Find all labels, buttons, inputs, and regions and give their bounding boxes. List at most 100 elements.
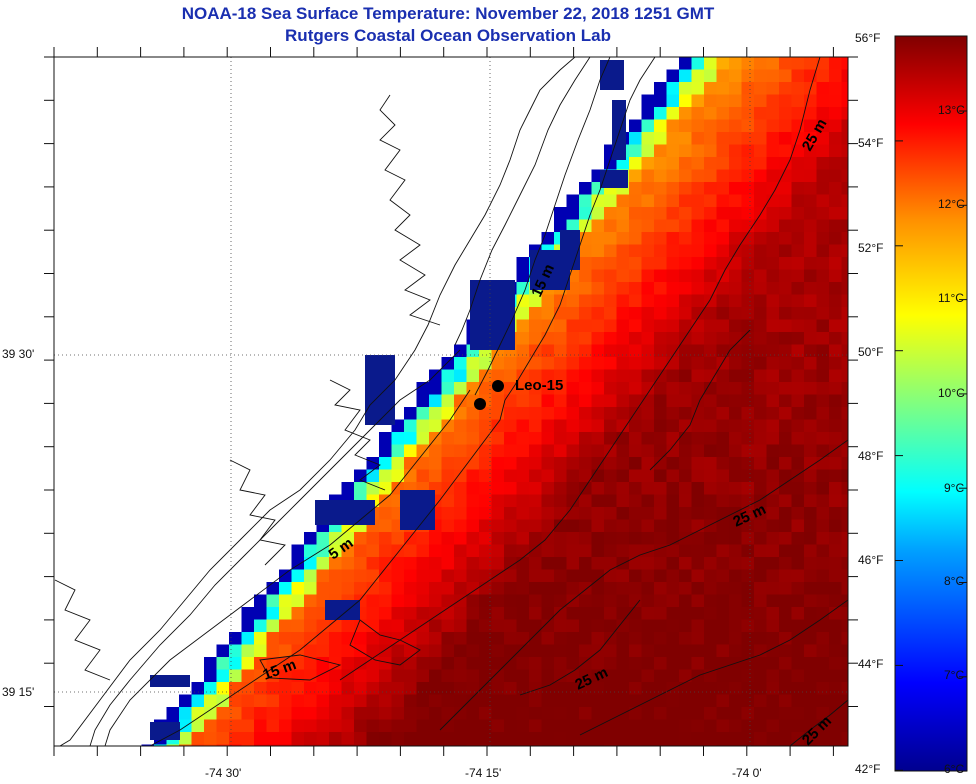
sst-pixel xyxy=(666,419,680,433)
sst-pixel xyxy=(491,694,505,708)
sst-pixel xyxy=(466,432,480,445)
sst-pixel xyxy=(504,682,517,695)
sst-pixel xyxy=(679,657,692,670)
station-marker[interactable] xyxy=(474,398,486,410)
sst-pixel xyxy=(554,344,567,358)
sst-pixel xyxy=(704,482,717,495)
sst-pixel xyxy=(416,744,430,746)
sst-pixel xyxy=(191,682,205,695)
sst-pixel xyxy=(341,619,355,633)
sst-pixel xyxy=(691,257,705,270)
sst-pixel xyxy=(729,532,742,545)
sst-pixel xyxy=(841,732,848,745)
sst-pixel xyxy=(504,657,517,670)
sst-pixel xyxy=(679,382,692,395)
sst-pixel xyxy=(829,444,842,458)
sst-pixel xyxy=(466,582,480,595)
sst-pixel xyxy=(441,557,455,570)
colorbar xyxy=(894,35,968,772)
sst-pixel xyxy=(641,707,655,720)
sst-pixel xyxy=(516,582,530,595)
sst-pixel xyxy=(504,457,517,470)
sst-pixel xyxy=(741,607,755,620)
sst-pixel xyxy=(229,744,242,746)
station-marker[interactable] xyxy=(492,380,504,392)
sst-pixel xyxy=(654,669,667,683)
sst-pixel xyxy=(679,169,692,183)
sst-pixel xyxy=(454,682,467,695)
colorbar-c-label: 11°C xyxy=(938,291,964,305)
cloud-mask xyxy=(470,280,515,350)
sst-pixel xyxy=(554,569,567,583)
sst-pixel xyxy=(841,194,848,208)
sst-pixel xyxy=(741,394,755,408)
sst-pixel xyxy=(441,369,455,383)
sst-pixel xyxy=(516,419,530,433)
sst-pixel xyxy=(554,644,567,658)
sst-pixel xyxy=(716,594,730,608)
sst-pixel xyxy=(591,744,605,746)
sst-pixel xyxy=(804,582,817,595)
sst-pixel xyxy=(666,232,680,245)
sst-pixel xyxy=(816,257,830,270)
sst-pixel xyxy=(641,257,655,270)
sst-pixel xyxy=(691,594,705,608)
sst-pixel xyxy=(616,207,630,220)
sst-pixel xyxy=(479,644,492,658)
sst-pixel xyxy=(754,244,767,258)
sst-pixel xyxy=(266,744,280,746)
sst-pixel xyxy=(654,657,667,670)
sst-pixel xyxy=(604,394,617,408)
sst-pixel xyxy=(629,419,642,433)
sst-pixel xyxy=(841,244,848,258)
sst-pixel xyxy=(541,619,555,633)
sst-pixel xyxy=(816,432,830,445)
sst-pixel xyxy=(579,594,592,608)
sst-pixel xyxy=(641,719,655,733)
sst-pixel xyxy=(404,569,417,583)
sst-pixel xyxy=(466,469,480,483)
sst-pixel xyxy=(741,207,755,220)
colorbar-f-label: 52°F xyxy=(858,241,884,255)
colorbar-c-label: 13°C xyxy=(938,103,965,117)
sst-pixel xyxy=(691,144,705,158)
sst-pixel xyxy=(729,407,742,420)
sst-pixel xyxy=(666,244,680,258)
sst-pixel xyxy=(441,394,455,408)
sst-pixel xyxy=(416,407,430,420)
sst-pixel xyxy=(766,507,780,520)
sst-pixel xyxy=(504,469,517,483)
sst-pixel xyxy=(654,394,667,408)
sst-pixel xyxy=(704,232,717,245)
sst-pixel xyxy=(254,682,267,695)
sst-pixel xyxy=(354,469,367,483)
sst-pixel xyxy=(679,394,692,408)
sst-pixel xyxy=(829,294,842,308)
sst-pixel xyxy=(529,294,542,308)
sst-pixel xyxy=(816,169,830,183)
sst-pixel xyxy=(541,632,555,645)
sst-pixel xyxy=(504,394,517,408)
sst-pixel xyxy=(829,57,842,70)
sst-pixel xyxy=(791,344,805,358)
sst-pixel xyxy=(816,569,830,583)
sst-pixel xyxy=(804,407,817,420)
sst-pixel xyxy=(829,419,842,433)
sst-pixel xyxy=(766,669,780,683)
sst-pixel xyxy=(379,544,392,558)
sst-pixel xyxy=(666,319,680,333)
sst-pixel xyxy=(679,707,692,720)
sst-pixel xyxy=(216,644,230,658)
sst-pixel xyxy=(729,444,742,458)
sst-pixel xyxy=(816,744,830,746)
sst-pixel xyxy=(416,657,430,670)
sst-pixel xyxy=(654,82,667,95)
sst-pixel xyxy=(704,357,717,370)
sst-pixel xyxy=(366,544,380,558)
sst-pixel xyxy=(754,157,767,170)
sst-pixel xyxy=(266,594,280,608)
sst-pixel xyxy=(766,94,780,108)
sst-pixel xyxy=(729,694,742,708)
sst-pixel xyxy=(654,444,667,458)
sst-pixel xyxy=(579,219,592,233)
